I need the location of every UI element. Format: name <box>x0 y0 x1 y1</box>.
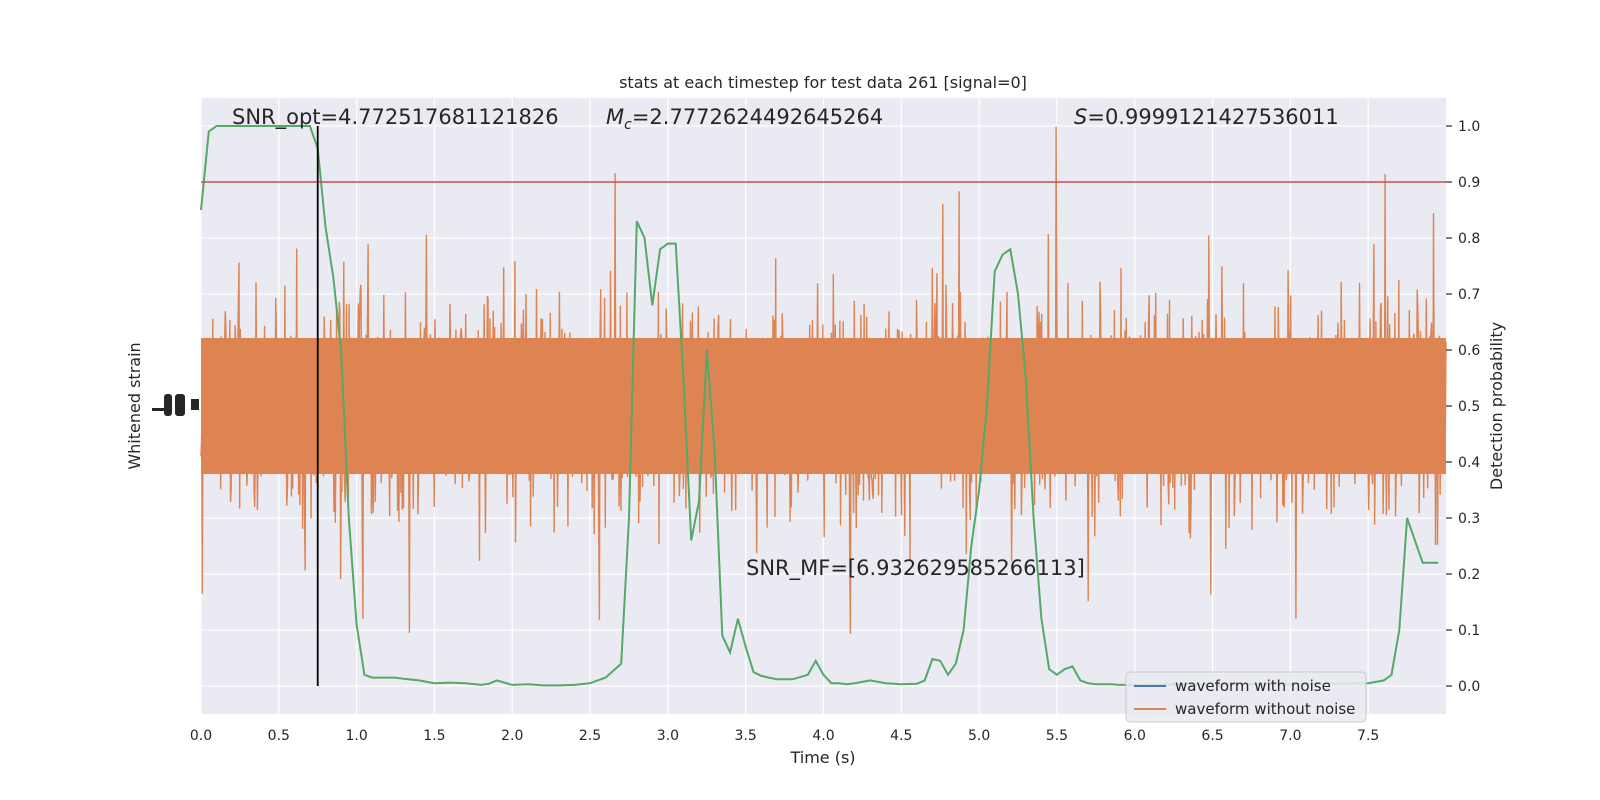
waveform-dense-band <box>201 338 1446 474</box>
legend-box <box>1125 671 1367 723</box>
statistic-annotation: S=0.9999121427536011 <box>1074 105 1339 129</box>
x-tick-label: 4.5 <box>890 728 912 744</box>
right-tick-label: 0.0 <box>1458 679 1480 695</box>
x-tick-label: 6.5 <box>1201 728 1223 744</box>
waveform-without-noise-series <box>200 126 1447 634</box>
right-tick-label: 0.4 <box>1458 455 1480 471</box>
detection-probability-series <box>200 125 1439 687</box>
chirp-mass-subscript: c <box>624 117 632 133</box>
right-tick-label: 0.8 <box>1458 231 1480 247</box>
x-axis-label: Time (s) <box>789 748 855 767</box>
right-tick-label: 1.0 <box>1458 119 1480 135</box>
right-tick-label: 0.7 <box>1458 287 1480 303</box>
left-tick-blob <box>175 394 185 416</box>
left-y-axis-label: Whitened strain <box>125 342 144 469</box>
right-tick-label: 0.6 <box>1458 343 1480 359</box>
x-tick-label: 0.5 <box>268 728 290 744</box>
snr-opt-annotation: SNR_opt=4.772517681121826 <box>232 105 559 130</box>
chirp-mass-symbol: M <box>606 105 624 129</box>
probability-line <box>200 125 1439 687</box>
right-tick-label: 0.1 <box>1458 623 1480 639</box>
x-tick-label: 6.0 <box>1124 728 1146 744</box>
x-tick-label: 3.5 <box>735 728 757 744</box>
right-tick-label: 0.9 <box>1458 175 1480 191</box>
x-tick-label: 2.5 <box>579 728 601 744</box>
x-tick-label: 0.0 <box>190 728 212 744</box>
x-tick-label: 4.0 <box>812 728 834 744</box>
right-y-ticks: 0.0 0.1 0.2 0.3 0.4 0.5 0.6 0.7 0.8 0.9 1.0 <box>1446 119 1480 695</box>
x-ticks: 0.0 0.5 1.0 1.5 2.0 2.5 3.0 3.5 4.0 4.5 5.0 5.5 6.0 6… <box>190 728 1379 744</box>
x-tick-label: 5.0 <box>968 728 990 744</box>
left-axis-crushed-ticks <box>152 394 199 416</box>
left-tick-blob <box>164 394 172 416</box>
chirp-mass-value: =2.7772624492645264 <box>632 105 883 129</box>
left-tick-blob <box>152 408 166 411</box>
statistic-symbol: S <box>1074 105 1087 129</box>
statistic-value: =0.9999121427536011 <box>1087 105 1338 129</box>
snr-mf-annotation: SNR_MF=[6.932629585266113] <box>746 556 1085 581</box>
legend-label-with-noise: waveform with noise <box>1175 677 1331 695</box>
left-tick-blob <box>191 399 199 410</box>
legend-label-without-noise: waveform without noise <box>1175 700 1355 718</box>
x-tick-label: 5.5 <box>1046 728 1068 744</box>
x-tick-label: 7.0 <box>1279 728 1301 744</box>
legend: waveform with noise waveform without noi… <box>1125 671 1367 723</box>
right-tick-label: 0.5 <box>1458 399 1480 415</box>
right-tick-label: 0.3 <box>1458 511 1480 527</box>
chirp-mass-annotation: Mc=2.7772624492645264 <box>606 105 883 133</box>
x-tick-label: 3.0 <box>657 728 679 744</box>
right-tick-label: 0.2 <box>1458 567 1480 583</box>
right-y-axis-label: Detection probability <box>1487 322 1506 490</box>
chart-title: stats at each timestep for test data 261… <box>619 73 1027 92</box>
x-tick-label: 7.5 <box>1357 728 1379 744</box>
x-tick-label: 1.0 <box>345 728 367 744</box>
x-tick-label: 1.5 <box>423 728 445 744</box>
x-tick-label: 2.0 <box>501 728 523 744</box>
